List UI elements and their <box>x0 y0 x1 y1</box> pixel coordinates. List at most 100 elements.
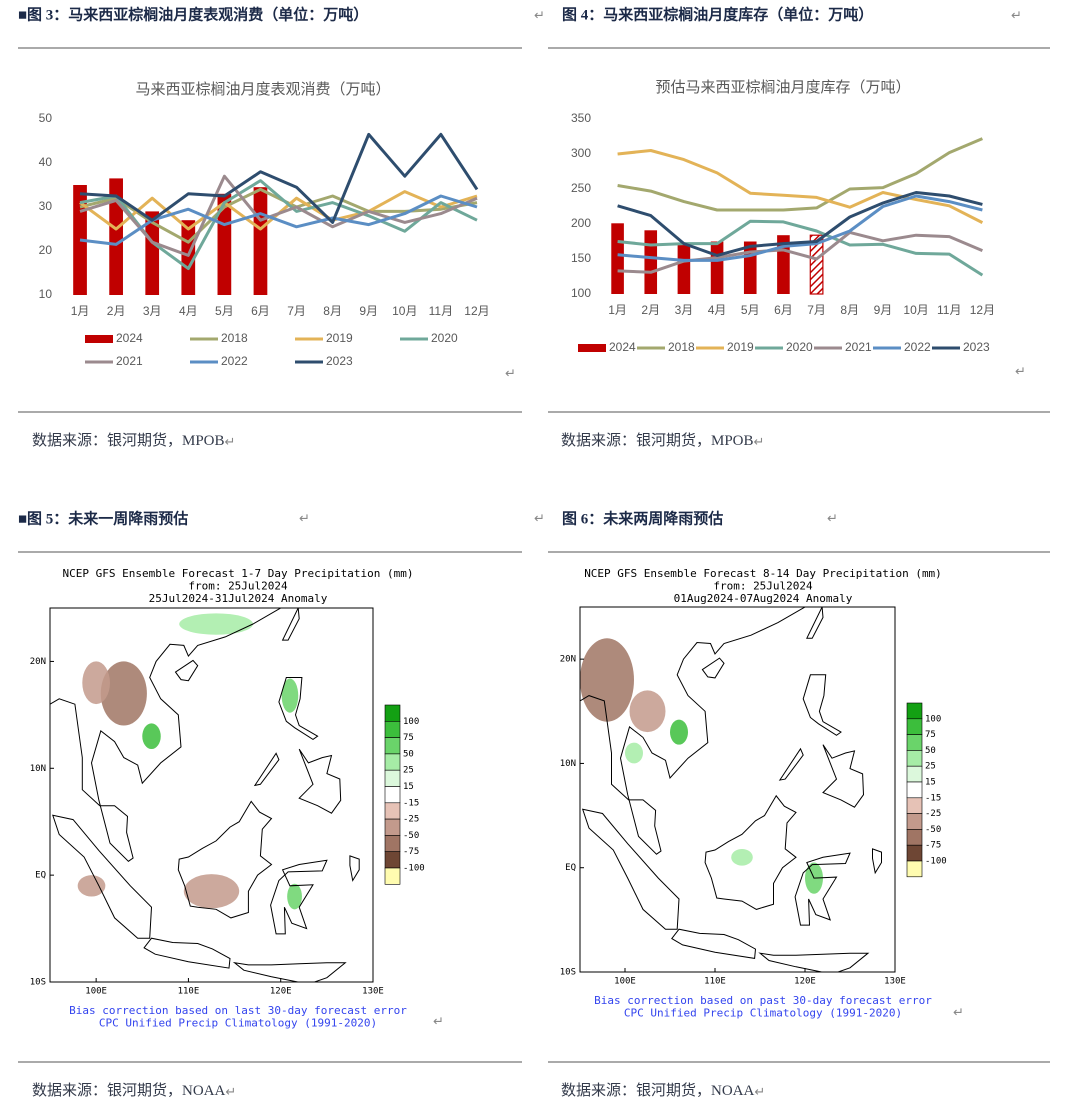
line <box>617 194 983 262</box>
legend-label: 2018 <box>221 331 248 345</box>
lat-tick-label: EQ <box>35 871 46 881</box>
coastline <box>281 608 300 641</box>
legend-box <box>384 835 401 853</box>
figure-caption: ■图 5：未来一周降雨预估 <box>18 509 188 527</box>
bar <box>611 223 624 294</box>
x-tick-label: 5月 <box>215 304 234 318</box>
x-tick-label: 10月 <box>903 303 928 317</box>
coastline <box>298 748 342 814</box>
bar <box>677 243 691 294</box>
coastline <box>143 937 231 969</box>
lon-tick-label: 120E <box>270 987 292 997</box>
legend-label: 15 <box>925 778 936 788</box>
source: 数据来源：银河期货，MPOB↵ <box>561 432 764 449</box>
legend-box <box>906 829 923 846</box>
map-title: from: 25Jul2024 <box>713 580 813 593</box>
source: 数据来源：银河期货，NOAA↵ <box>32 1082 236 1099</box>
bar <box>710 241 724 294</box>
legend-box <box>384 786 401 804</box>
coastline <box>704 794 797 910</box>
y-tick-label: 300 <box>571 146 591 160</box>
legend-box <box>384 753 401 771</box>
legend-label: -75 <box>925 841 941 851</box>
source-text: 数据来源：银河期货，MPOB <box>32 432 225 449</box>
x-tick-label: 7月 <box>807 303 826 317</box>
legend-label: 100 <box>925 714 941 724</box>
legend-label: 2021 <box>845 340 872 354</box>
coastline <box>701 657 725 679</box>
coastline <box>177 800 273 919</box>
y-tick-label: 10 <box>39 287 53 301</box>
legend-label: 2020 <box>786 340 813 354</box>
legend-box <box>906 844 923 862</box>
legend-label: 50 <box>925 746 936 756</box>
anomaly-area <box>629 690 666 733</box>
legend-box <box>384 802 401 820</box>
coastline <box>349 855 360 882</box>
legend-box <box>384 851 401 869</box>
legend-label: -50 <box>403 831 419 841</box>
line <box>79 132 479 224</box>
figure-caption: 图 4：马来西亚棕榈油月度库存（单位：万吨） <box>562 5 873 23</box>
source-text: 数据来源：银河期货，NOAA <box>32 1082 225 1099</box>
legend-label: 50 <box>403 749 414 759</box>
lon-tick-label: 100E <box>614 977 636 987</box>
coastline <box>270 859 328 935</box>
x-tick-label: 1月 <box>608 303 627 317</box>
source-text: 数据来源：银河期货，MPOB <box>561 432 754 449</box>
paragraph-mark: ↵ <box>1015 365 1026 380</box>
coastline <box>802 674 842 736</box>
paragraph-mark: ↵ <box>1011 9 1022 24</box>
legend-label: 15 <box>403 782 414 792</box>
anomaly-area <box>287 883 302 910</box>
map <box>50 608 373 982</box>
y-tick-label: 30 <box>39 199 53 213</box>
coastline <box>805 607 824 639</box>
legend-box <box>384 720 401 738</box>
line <box>617 137 983 212</box>
paragraph-mark: ↵ <box>953 1006 964 1021</box>
legend-label: 75 <box>925 730 936 740</box>
anomaly-area <box>179 613 254 635</box>
legend-swatch <box>578 344 606 352</box>
x-tick-label: 9月 <box>359 304 378 318</box>
legend-label: 2020 <box>431 331 458 345</box>
map <box>580 607 895 972</box>
legend-label: -15 <box>925 793 941 803</box>
legend-label: -50 <box>925 825 941 835</box>
lat-tick-label: 10S <box>30 978 46 988</box>
legend-box <box>906 765 923 783</box>
x-tick-label: 6月 <box>251 304 270 318</box>
paragraph-mark: ↵ <box>299 512 310 527</box>
legend-label: -100 <box>403 864 425 874</box>
coastline <box>794 852 851 926</box>
x-tick-label: 6月 <box>774 303 793 317</box>
source-text: 数据来源：银河期货，NOAA <box>561 1082 754 1099</box>
x-tick-label: 5月 <box>741 303 760 317</box>
legend-box <box>384 818 401 836</box>
x-tick-label: 7月 <box>287 304 306 318</box>
legend-box <box>906 860 923 878</box>
paragraph-mark: ↵ <box>225 435 236 450</box>
legend-label: -15 <box>403 798 419 808</box>
legend-label: 2021 <box>116 354 143 368</box>
legend-box <box>906 781 923 799</box>
line <box>617 219 984 277</box>
legend-box <box>384 867 401 885</box>
coastline <box>174 659 199 682</box>
x-tick-label: 12月 <box>464 304 489 318</box>
lat-tick-label: 20N <box>560 655 576 665</box>
coastline <box>872 848 882 875</box>
anomaly-area <box>731 848 753 866</box>
lon-tick-label: 100E <box>85 987 107 997</box>
legend-label: 25 <box>403 766 414 776</box>
legend-swatch <box>85 335 113 343</box>
legend-label: 75 <box>403 733 414 743</box>
map-frame <box>49 607 374 983</box>
legend-box <box>384 704 401 722</box>
line <box>79 194 478 246</box>
bar <box>253 187 268 295</box>
x-tick-label: 3月 <box>143 304 162 318</box>
map-footer: Bias correction based on past 30-day for… <box>594 994 932 1007</box>
y-tick-label: 350 <box>571 111 591 125</box>
